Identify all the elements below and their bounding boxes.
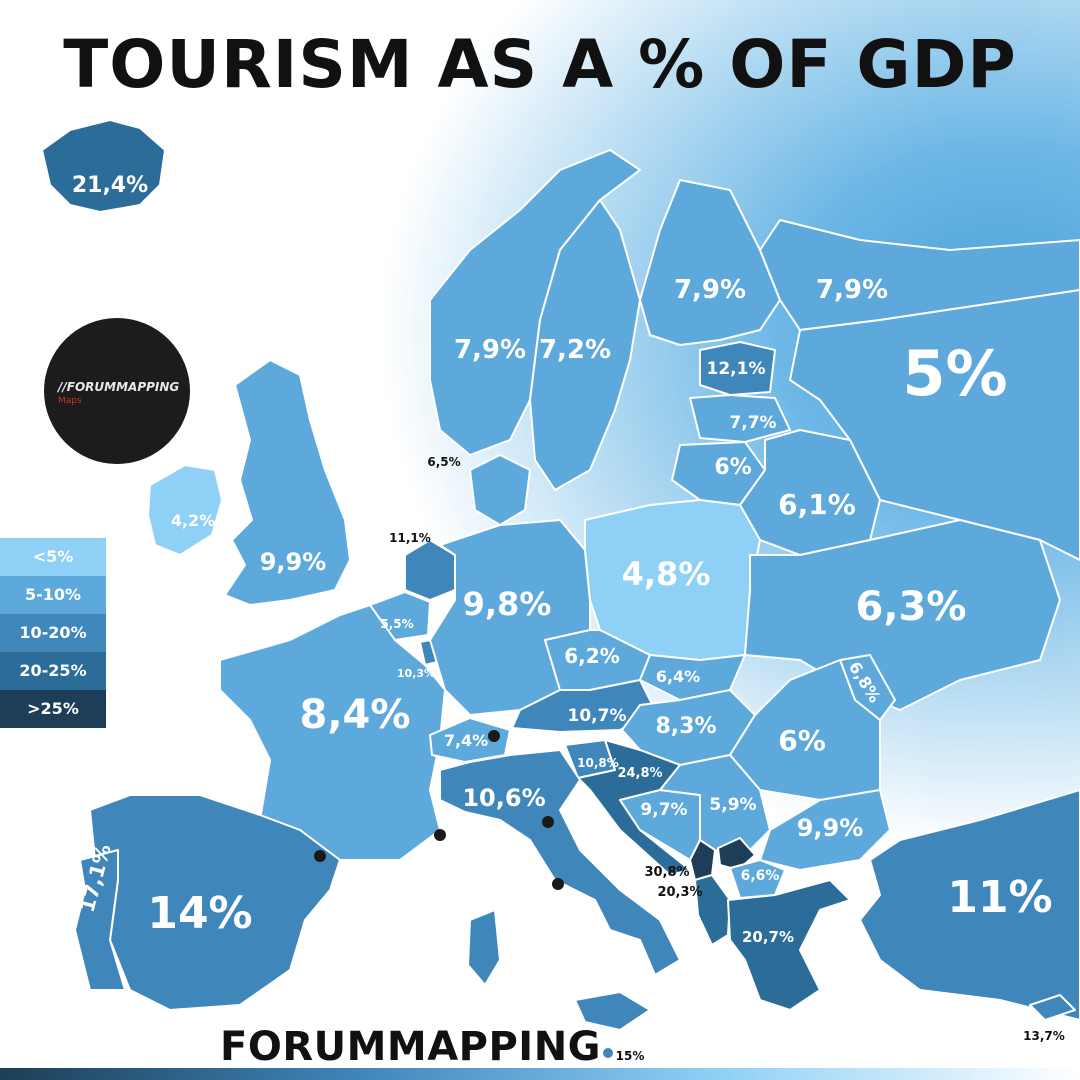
label-belarus: 6,1% xyxy=(778,488,856,521)
region-malta[interactable] xyxy=(603,1048,613,1058)
label-greece: 20,7% xyxy=(742,928,794,946)
region-north-macedonia[interactable] xyxy=(729,859,786,899)
region-france[interactable] xyxy=(219,604,446,861)
label-romania: 6% xyxy=(778,724,826,757)
region-italy[interactable] xyxy=(439,749,681,976)
label-spain: 14% xyxy=(147,888,252,939)
region-iceland[interactable] xyxy=(41,119,166,213)
city-dot xyxy=(542,816,554,828)
label-slovakia: 6,4% xyxy=(656,667,700,686)
label-serbia: 5,9% xyxy=(709,795,756,815)
legend-item-gt25: >25% xyxy=(0,690,106,728)
label-germany: 9,8% xyxy=(463,585,552,623)
label-netherlands: 11,1% xyxy=(389,531,431,545)
label-slovenia: 10,8% xyxy=(577,756,619,770)
region-sweden[interactable] xyxy=(529,199,641,491)
label-hungary: 8,3% xyxy=(655,714,716,739)
label-belgium: 5,5% xyxy=(380,617,413,631)
city-dot xyxy=(488,730,500,742)
region-sardinia[interactable] xyxy=(467,909,501,986)
region-finland[interactable] xyxy=(639,179,781,346)
city-dot xyxy=(434,829,446,841)
label-czechia: 6,2% xyxy=(564,644,619,668)
label-russia: 5% xyxy=(902,337,1007,410)
region-estonia[interactable] xyxy=(699,341,776,396)
region-uk[interactable] xyxy=(224,359,351,606)
label-north-macedonia: 6,6% xyxy=(741,868,780,884)
label-italy: 10,6% xyxy=(462,784,545,812)
region-kosovo[interactable] xyxy=(717,837,756,871)
label-france: 8,4% xyxy=(300,692,411,738)
brand-logo: //FORUMMAPPING Maps xyxy=(44,318,190,464)
label-austria: 10,7% xyxy=(568,706,627,726)
label-albania: 20,3% xyxy=(657,885,702,900)
city-dot xyxy=(552,878,564,890)
legend-item-lt5: <5% xyxy=(0,538,106,576)
label-bulgaria: 9,9% xyxy=(797,814,864,842)
label-finland: 7,9% xyxy=(674,275,746,305)
label-malta: 15% xyxy=(616,1049,645,1063)
region-denmark[interactable] xyxy=(469,454,531,526)
label-croatia: 24,8% xyxy=(617,766,662,781)
region-albania[interactable] xyxy=(694,874,731,946)
label-latvia: 7,7% xyxy=(729,413,776,433)
page-title: TOURISM AS A % OF GDP xyxy=(63,26,1017,103)
label-sweden: 7,2% xyxy=(539,335,611,365)
label-luxembourg: 10,3% xyxy=(397,667,435,680)
logo-subtext: Maps xyxy=(58,396,82,406)
label-uk: 9,9% xyxy=(260,548,327,576)
label-turkey: 11% xyxy=(947,872,1052,923)
region-latvia[interactable] xyxy=(689,394,791,443)
label-ukraine: 6,3% xyxy=(856,584,967,630)
label-cyprus: 13,7% xyxy=(1023,1029,1065,1043)
legend-item-5-10: 5-10% xyxy=(0,576,106,614)
label-ireland: 4,2% xyxy=(171,511,215,530)
bottom-bar xyxy=(0,1068,1080,1080)
label-estonia: 12,1% xyxy=(707,359,766,379)
city-dot xyxy=(314,850,326,862)
label-lithuania: 6% xyxy=(714,455,751,480)
region-greece[interactable] xyxy=(727,879,851,1011)
region-turkey[interactable] xyxy=(859,789,1080,1021)
region-ukraine[interactable] xyxy=(744,519,1061,711)
label-bosnia: 9,7% xyxy=(640,800,687,820)
label-russia-north: 7,9% xyxy=(816,275,888,305)
region-montenegro[interactable] xyxy=(689,839,716,881)
brand-footer: FORUMMAPPING xyxy=(220,1024,601,1070)
region-portugal[interactable] xyxy=(74,849,126,991)
legend-item-20-25: 20-25% xyxy=(0,652,106,690)
legend-item-10-20: 10-20% xyxy=(0,614,106,652)
label-switzerland: 7,4% xyxy=(444,731,488,750)
label-denmark: 6,5% xyxy=(427,455,460,469)
label-poland: 4,8% xyxy=(622,555,711,593)
label-montenegro: 30,8% xyxy=(644,865,689,880)
legend: <5% 5-10% 10-20% 20-25% >25% xyxy=(0,538,106,728)
label-norway: 7,9% xyxy=(454,335,526,365)
logo-text: //FORUMMAPPING xyxy=(58,380,180,394)
region-ireland[interactable] xyxy=(147,464,223,556)
label-iceland: 21,4% xyxy=(72,173,148,198)
region-sicily[interactable] xyxy=(574,991,651,1031)
region-cyprus[interactable] xyxy=(1029,994,1076,1021)
